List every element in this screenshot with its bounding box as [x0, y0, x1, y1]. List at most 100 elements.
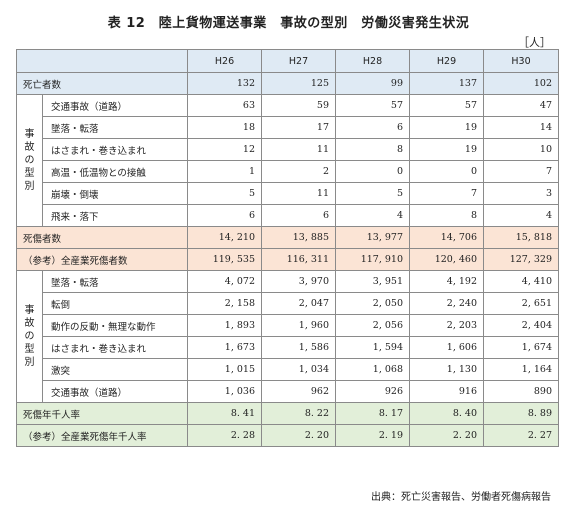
table-row: 事故の型別 墜落・転落 4, 072 3, 970 3, 951 4, 192 …	[16, 270, 559, 403]
cell: 2. 19	[335, 424, 410, 447]
cell: 1, 586	[261, 336, 336, 359]
accident-table: H26 H27 H28 H29 H30 死亡者数 132 125 99 137 …	[16, 49, 559, 447]
header-blank	[16, 49, 188, 73]
casualty-group-label: 事故の型別	[16, 270, 43, 403]
row-label: （参考）全産業死傷者数	[16, 248, 188, 271]
cell: 120, 460	[409, 248, 484, 271]
cell: 11	[261, 182, 336, 205]
cell: 7	[483, 160, 559, 183]
cell: 8. 40	[409, 402, 484, 425]
table-row: 動作の反動・無理な動作 1, 893 1, 960 2, 056 2, 203 …	[17, 314, 559, 337]
row-label: 高温・低温物との接触	[42, 160, 188, 183]
cell: 1, 036	[187, 380, 262, 403]
row-label: 転倒	[42, 292, 188, 315]
cell: 3, 970	[261, 270, 336, 293]
cell: 1, 606	[409, 336, 484, 359]
cell: 2, 050	[335, 292, 410, 315]
row-label: （参考）全産業死傷年千人率	[16, 424, 188, 447]
cell: 4	[335, 204, 410, 227]
cell: 13, 977	[335, 226, 410, 249]
row-label: 激突	[42, 358, 188, 381]
header-year: H26	[187, 49, 262, 73]
cell: 1, 068	[335, 358, 410, 381]
cell: 57	[409, 94, 484, 117]
deaths-total-row: 死亡者数 132 125 99 137 102	[16, 72, 559, 95]
cell: 2, 404	[483, 314, 559, 337]
cell: 102	[483, 72, 559, 95]
cell: 2, 203	[409, 314, 484, 337]
row-label: 墜落・転落	[42, 270, 188, 293]
cell: 2. 27	[483, 424, 559, 447]
table-row: 転倒 2, 158 2, 047 2, 050 2, 240 2, 651	[17, 292, 559, 315]
cell: 12	[187, 138, 262, 161]
cell: 1	[187, 160, 262, 183]
cell: 19	[409, 116, 484, 139]
cell: 14	[483, 116, 559, 139]
cell: 2	[261, 160, 336, 183]
cell: 926	[335, 380, 410, 403]
cell: 7	[409, 182, 484, 205]
cell: 2, 240	[409, 292, 484, 315]
rate-row: 死傷年千人率 8. 41 8. 22 8. 17 8. 40 8. 89	[16, 402, 559, 425]
cell: 1, 673	[187, 336, 262, 359]
cell: 3	[483, 182, 559, 205]
table-row: 激突 1, 015 1, 034 1, 068 1, 130 1, 164	[17, 358, 559, 381]
cell: 962	[261, 380, 336, 403]
cell: 4	[483, 204, 559, 227]
row-label: 動作の反動・無理な動作	[42, 314, 188, 337]
header-year: H27	[261, 49, 336, 73]
cell: 1, 130	[409, 358, 484, 381]
table-row: 墜落・転落 18 17 6 19 14	[17, 116, 559, 139]
cell: 2, 056	[335, 314, 410, 337]
cell: 4, 192	[409, 270, 484, 293]
row-label: はさまれ・巻き込まれ	[42, 336, 188, 359]
cell: 4, 410	[483, 270, 559, 293]
row-label: 交通事故（道路）	[42, 380, 188, 403]
cell: 1, 015	[187, 358, 262, 381]
cell: 1, 674	[483, 336, 559, 359]
cell: 1, 594	[335, 336, 410, 359]
cell: 0	[409, 160, 484, 183]
cell: 8	[409, 204, 484, 227]
death-group-label: 事故の型別	[16, 94, 43, 227]
cell: 2. 20	[409, 424, 484, 447]
cell: 2. 28	[187, 424, 262, 447]
cell: 1, 893	[187, 314, 262, 337]
cell: 14, 210	[187, 226, 262, 249]
cell: 11	[261, 138, 336, 161]
row-label: 交通事故（道路）	[42, 94, 188, 117]
cell: 6	[335, 116, 410, 139]
cell: 15, 818	[483, 226, 559, 249]
cell: 57	[335, 94, 410, 117]
cell: 1, 960	[261, 314, 336, 337]
cell: 99	[335, 72, 410, 95]
all-industry-casualties-row: （参考）全産業死傷者数 119, 535 116, 311 117, 910 1…	[16, 248, 559, 271]
table-row: はさまれ・巻き込まれ 12 11 8 19 10	[17, 138, 559, 161]
cell: 13, 885	[261, 226, 336, 249]
cell: 4, 072	[187, 270, 262, 293]
cell: 8. 22	[261, 402, 336, 425]
cell: 132	[187, 72, 262, 95]
cell: 0	[335, 160, 410, 183]
row-label: 死傷年千人率	[16, 402, 188, 425]
cell: 18	[187, 116, 262, 139]
cell: 6	[187, 204, 262, 227]
page-title: 表 12 陸上貨物運送事業 事故の型別 労働災害発生状況	[107, 16, 470, 31]
cell: 14, 706	[409, 226, 484, 249]
cell: 3, 951	[335, 270, 410, 293]
all-industry-rate-row: （参考）全産業死傷年千人率 2. 28 2. 20 2. 19 2. 20 2.…	[16, 424, 559, 447]
cell: 2, 158	[187, 292, 262, 315]
cell: 6	[261, 204, 336, 227]
header-year: H28	[335, 49, 410, 73]
cell: 890	[483, 380, 559, 403]
table-row: はさまれ・巻き込まれ 1, 673 1, 586 1, 594 1, 606 1…	[17, 336, 559, 359]
casualties-total-row: 死傷者数 14, 210 13, 885 13, 977 14, 706 15,…	[16, 226, 559, 249]
cell: 117, 910	[335, 248, 410, 271]
cell: 19	[409, 138, 484, 161]
cell: 137	[409, 72, 484, 95]
cell: 8. 17	[335, 402, 410, 425]
row-label: 死亡者数	[16, 72, 188, 95]
cell: 5	[335, 182, 410, 205]
row-label: 墜落・転落	[42, 116, 188, 139]
row-label: 飛来・落下	[42, 204, 188, 227]
